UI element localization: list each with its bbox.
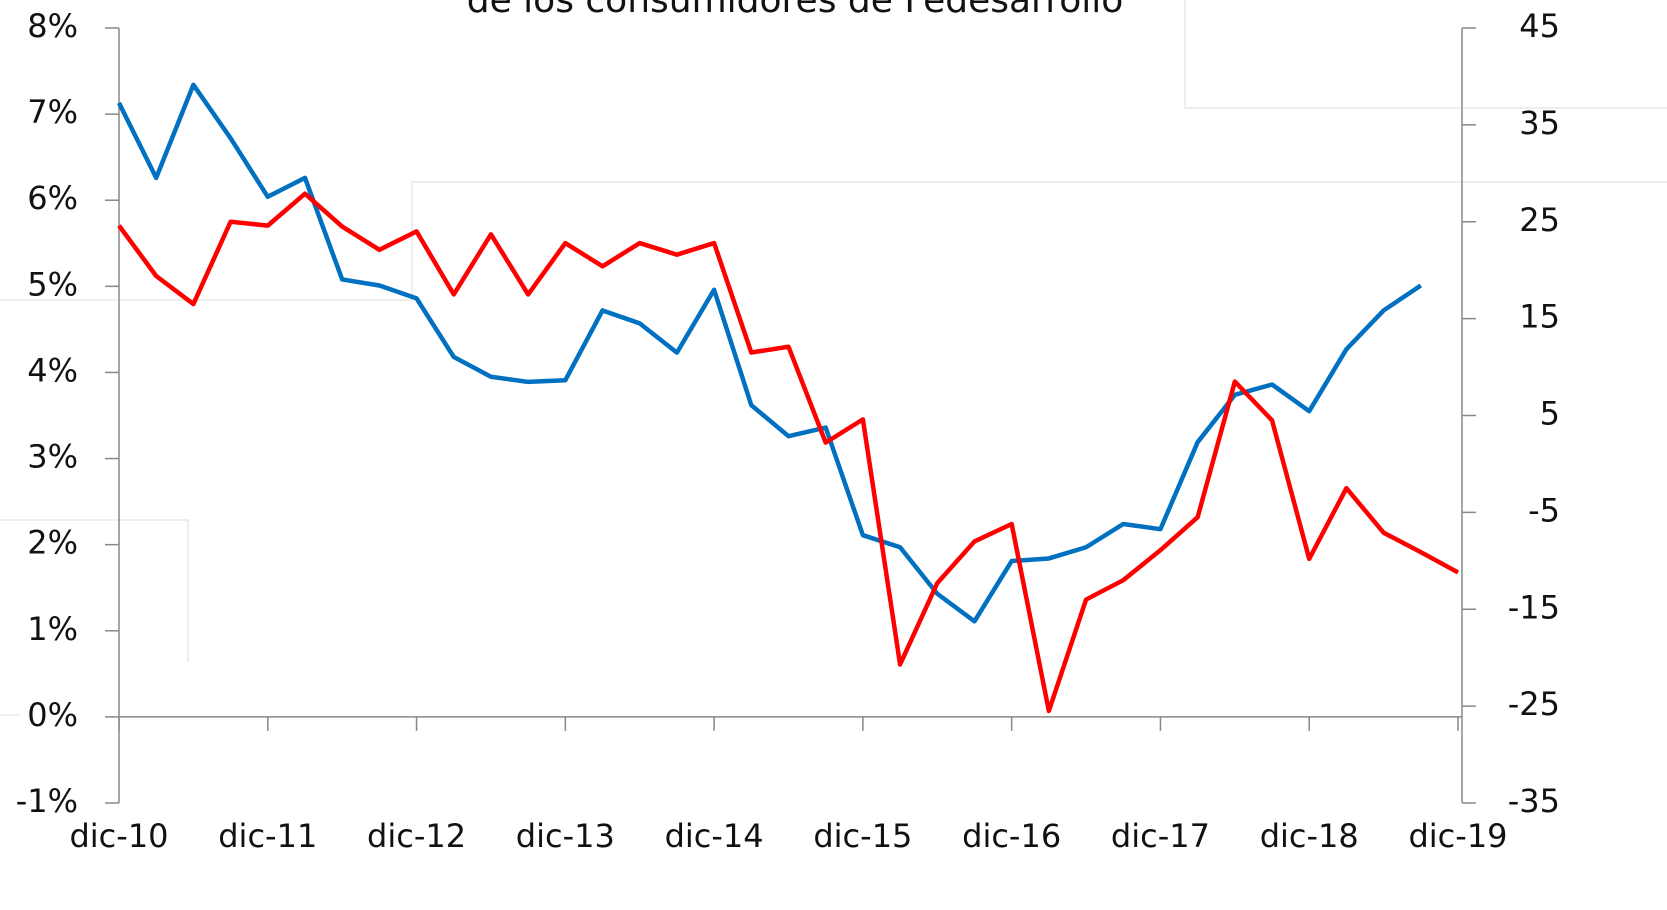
y2-tick-label: -25 <box>1508 685 1560 723</box>
y2-tick-label: -35 <box>1508 782 1560 820</box>
x-tick-label: dic-17 <box>1111 817 1210 855</box>
series-line <box>116 82 1423 624</box>
series-line <box>117 191 1460 714</box>
x-tick-label: dic-16 <box>962 817 1061 855</box>
y-tick-label: 4% <box>27 351 78 389</box>
y2-tick-label: 15 <box>1519 298 1560 336</box>
y2-tick-label: 25 <box>1519 201 1560 239</box>
y-tick-label: 1% <box>27 610 78 648</box>
y-tick-label: 2% <box>27 524 78 562</box>
x-tick-label: dic-12 <box>367 817 466 855</box>
y2-tick-label: 5 <box>1540 395 1560 433</box>
y-tick-label: 6% <box>27 179 78 217</box>
x-tick-label: dic-13 <box>516 817 615 855</box>
x-tick-label: dic-11 <box>218 817 317 855</box>
x-tick-label: dic-15 <box>813 817 912 855</box>
y-tick-label: -1% <box>16 782 78 820</box>
background-decor <box>0 0 1667 716</box>
y2-tick-label: 45 <box>1519 7 1560 45</box>
chart-title: de los consumidores de Fedesarrollo <box>467 0 1124 21</box>
y-tick-label: 3% <box>27 438 78 476</box>
y2-tick-label: -15 <box>1508 588 1560 626</box>
x-tick-label: dic-19 <box>1408 817 1507 855</box>
x-tick-label: dic-18 <box>1260 817 1359 855</box>
y2-tick-label: 35 <box>1519 104 1560 142</box>
y-tick-label: 0% <box>27 696 78 734</box>
y-tick-label: 5% <box>27 265 78 303</box>
y2-tick-label: -5 <box>1528 491 1560 529</box>
x-tick-label: dic-10 <box>69 817 168 855</box>
y-tick-label: 7% <box>27 93 78 131</box>
x-tick-label: dic-14 <box>665 817 764 855</box>
y-tick-label: 8% <box>27 7 78 45</box>
